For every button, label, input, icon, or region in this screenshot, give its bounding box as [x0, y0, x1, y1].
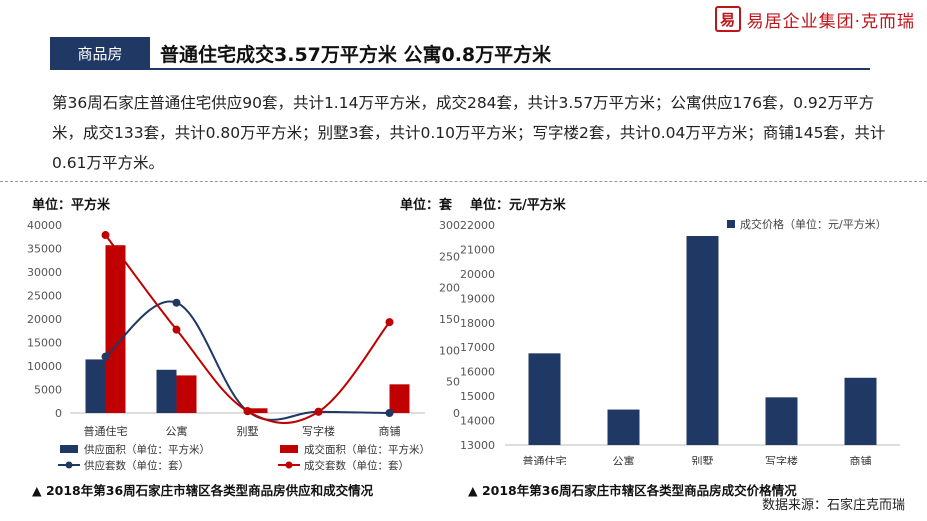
bar-deal-area — [176, 375, 197, 413]
x-tick-label: 写字楼 — [302, 424, 335, 438]
y-tick-label-left: 20000 — [27, 313, 62, 326]
line-supply-units — [104, 300, 390, 421]
bar-price — [844, 377, 877, 445]
bar-price — [686, 236, 719, 445]
y-tick-label: 22000 — [460, 219, 495, 232]
y-tick-label-right: 200 — [439, 282, 460, 295]
x-tick-label: 公寓 — [166, 424, 188, 438]
y-tick-label-left: 25000 — [27, 290, 62, 303]
bar-supply-area — [156, 369, 177, 413]
bar-supply-area — [85, 359, 106, 413]
y-tick-label: 15000 — [460, 390, 495, 403]
legend-label: 成交价格（单位：元/平方米） — [740, 217, 887, 231]
right-axis-unit: 单位：套 — [400, 198, 453, 213]
y-tick-label-left: 35000 — [27, 243, 62, 256]
y-tick-label-left: 40000 — [27, 219, 62, 232]
x-tick-label: 普通住宅 — [523, 454, 567, 465]
price-chart: 13000 14000 15000 16000 17000 18000 19000 20000… — [460, 217, 900, 465]
legend-label: 供应面积（单位：平方米） — [84, 443, 210, 456]
y-tick-label-left: 15000 — [27, 337, 62, 350]
legend-label: 成交面积（单位：平方米） — [304, 443, 430, 456]
legend-label: 成交套数（单位：套） — [304, 459, 409, 472]
brand-logo: 易 易居企业集团·克而瑞 — [714, 6, 915, 32]
supply-transaction-chart: 0 5000 10000 15000 20000 25000 30000 35000 40000… — [27, 219, 460, 472]
bar-deal-area — [105, 245, 126, 413]
y-tick-label: 19000 — [460, 292, 495, 305]
y-tick-label-right: 300 — [439, 219, 460, 232]
y-tick-label-right: 250 — [439, 250, 460, 263]
y-tick-label-right: 50 — [446, 376, 460, 389]
y-tick-label-right: 100 — [439, 344, 460, 357]
legend-swatch — [60, 445, 78, 453]
data-source: 数据来源：石家庄克而瑞 — [761, 498, 905, 513]
y-tick-label: 18000 — [460, 317, 495, 330]
legend-label: 供应套数（单位：套） — [84, 459, 189, 472]
legend-swatch-marker — [285, 461, 293, 469]
x-tick-label: 商铺 — [850, 454, 872, 465]
point-deal-units — [314, 407, 323, 416]
x-tick-label: 别墅 — [692, 455, 714, 465]
y-tick-label-right: 0 — [453, 407, 460, 420]
brand-name: 易居企业集团·克而瑞 — [746, 11, 915, 32]
page-title: 普通住宅成交3.57万平方米 公寓0.8万平方米 — [160, 44, 552, 66]
y-tick-label: 20000 — [460, 268, 495, 281]
x-tick-label: 公寓 — [613, 454, 635, 465]
title-underline — [50, 68, 870, 70]
bar-price — [765, 397, 798, 445]
x-tick-label: 写字楼 — [765, 454, 798, 465]
summary-paragraph: 第36周石家庄普通住宅供应90套，共计1.14万平方米，成交284套，共计3.5… — [52, 94, 886, 172]
x-tick-label: 普通住宅 — [84, 424, 128, 438]
y-tick-label-left: 5000 — [34, 384, 62, 397]
bar-price — [607, 409, 640, 445]
left-chart-caption: ▲ 2018年第36周石家庄市辖区各类型商品房供应和成交情况 — [32, 483, 374, 498]
point-deal-units — [101, 231, 110, 240]
y-tick-label-left: 30000 — [27, 266, 62, 279]
section-badge: 商品房 — [50, 37, 150, 69]
y-tick-label: 14000 — [460, 415, 495, 428]
y-tick-label: 13000 — [460, 439, 495, 452]
left-axis-unit: 单位：平方米 — [32, 198, 111, 213]
right-chart-caption: ▲ 2018年第36周石家庄市辖区各类型商品房成交价格情况 — [468, 483, 797, 498]
bar-price — [528, 353, 561, 445]
x-tick-label: 商铺 — [379, 424, 401, 438]
point-deal-units — [385, 318, 394, 327]
point-supply-units — [172, 298, 181, 307]
point-deal-units — [243, 407, 252, 416]
point-deal-units — [172, 325, 181, 334]
point-supply-units — [101, 352, 110, 361]
legend-swatch — [727, 220, 735, 228]
price-axis-unit: 单位：元/平方米 — [470, 198, 566, 213]
x-tick-label: 别墅 — [237, 425, 259, 438]
bar-deal-area — [247, 408, 268, 413]
y-tick-label: 16000 — [460, 366, 495, 379]
y-tick-label: 21000 — [460, 243, 495, 256]
legend-swatch — [280, 445, 298, 453]
y-tick-label-left: 0 — [55, 407, 62, 420]
y-tick-label-right: 150 — [439, 313, 460, 326]
brand-seal-icon: 易 — [714, 6, 741, 32]
point-supply-units — [385, 409, 394, 417]
dashed-divider — [0, 181, 927, 182]
y-tick-label: 17000 — [460, 341, 495, 354]
y-tick-label-left: 10000 — [27, 360, 62, 373]
line-deal-units — [104, 234, 391, 424]
bar-deal-area — [389, 384, 410, 413]
legend-swatch-marker — [65, 461, 73, 469]
